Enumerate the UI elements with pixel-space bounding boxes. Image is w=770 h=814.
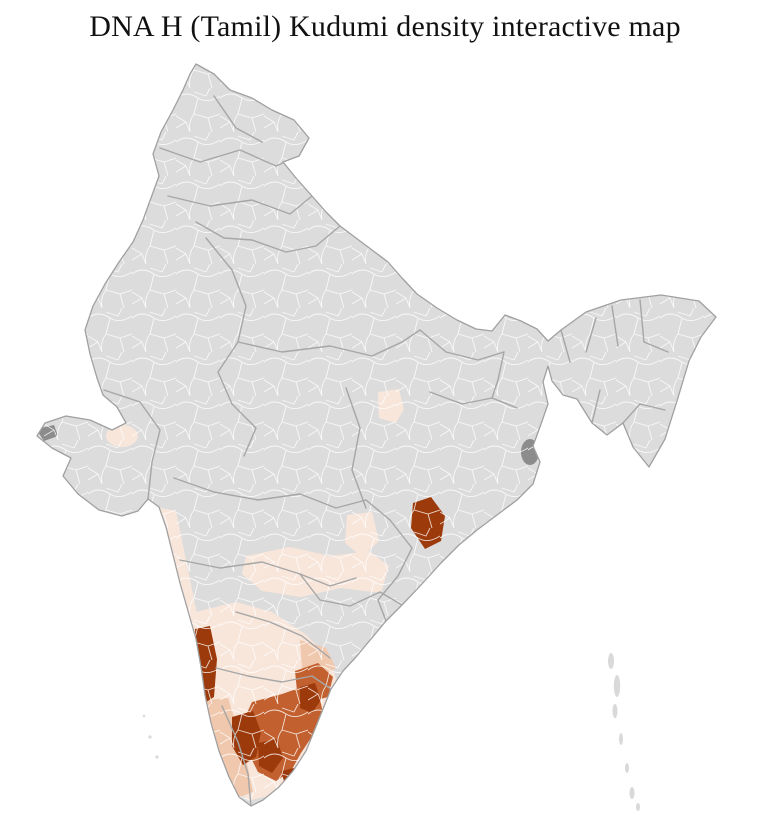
- state-borders: [103, 95, 669, 806]
- density-regions: [37, 64, 716, 806]
- lakshadweep-islands[interactable]: [142, 714, 159, 759]
- country-outline: [36, 63, 717, 807]
- page-title: DNA H (Tamil) Kudumi density interactive…: [89, 10, 681, 43]
- district-boundaries-overlay: [37, 64, 716, 806]
- andaman-nicobar-islands[interactable]: [608, 653, 640, 811]
- east-tamilnadu-medium-district[interactable]: [335, 681, 355, 705]
